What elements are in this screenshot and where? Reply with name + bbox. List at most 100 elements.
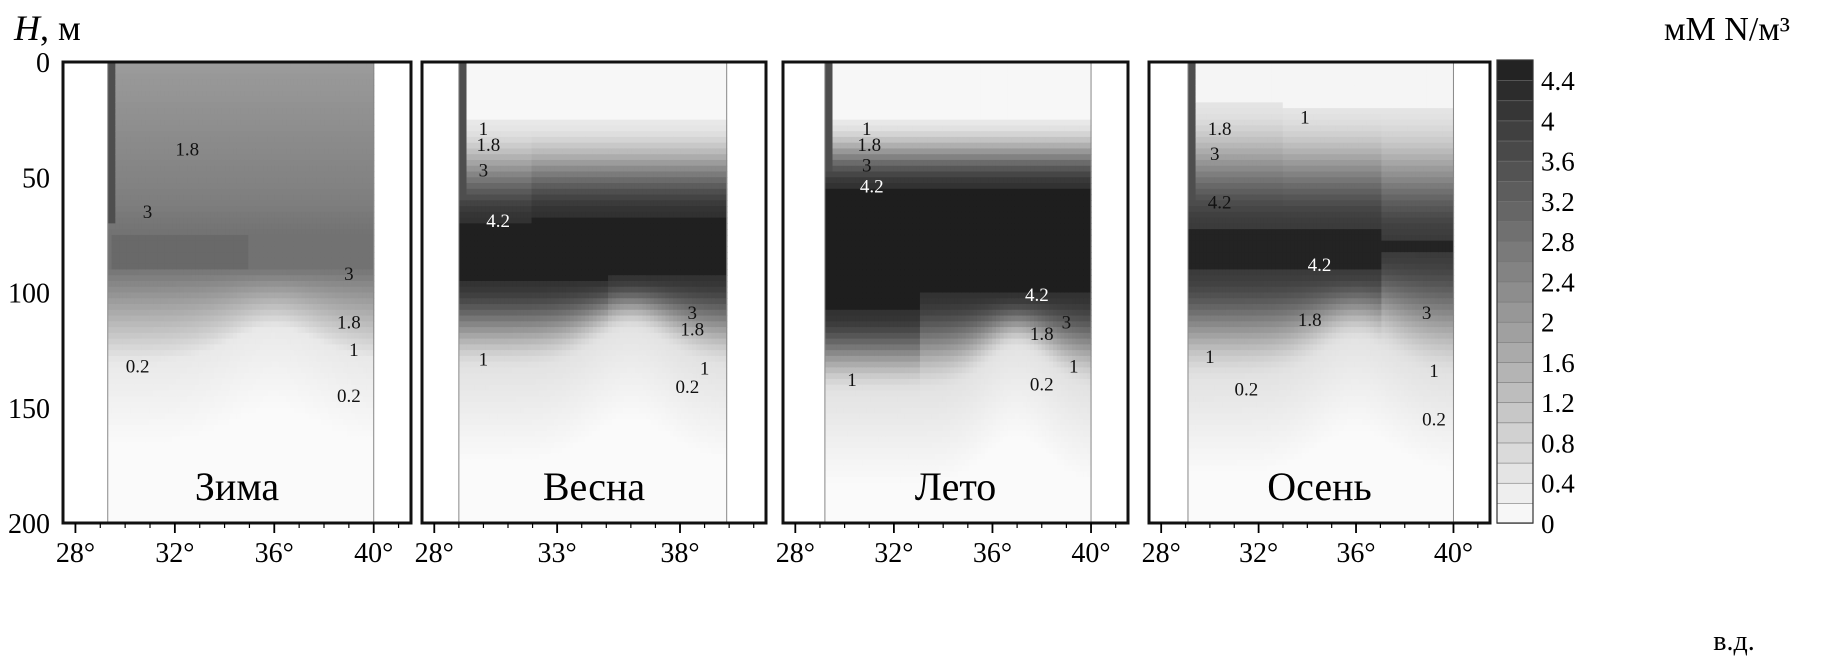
x-axis-unit-label: в.д. (1713, 626, 1754, 657)
x-tick-label: 40° (1434, 538, 1473, 569)
x-tick-label: 40° (1071, 538, 1110, 569)
colorbar-band (1496, 321, 1534, 343)
contour-label: 1.8 (680, 319, 704, 340)
contour-label: 3 (479, 160, 489, 181)
colorbar-frame (1496, 59, 1534, 524)
contour-label: 3 (1422, 303, 1432, 324)
contour-label: 0.2 (337, 386, 361, 407)
contour-label: 1.8 (1208, 119, 1232, 140)
contour-label: 3 (1210, 144, 1220, 165)
panel-title: Зима (195, 464, 279, 509)
contour-label: 1.8 (175, 140, 199, 161)
x-tick-label: 28° (776, 538, 815, 569)
contour-label: 1 (1069, 356, 1079, 377)
x-tick-label: 36° (973, 538, 1012, 569)
colorbar-tick-label: 1.2 (1541, 388, 1575, 418)
colorbar-tick-label: 3.2 (1541, 187, 1575, 217)
x-tick-label: 28° (1142, 538, 1181, 569)
contour-label: 3 (688, 303, 698, 324)
colorbar-band (1496, 260, 1534, 283)
colorbar-unit-label: мМ N/м³ (1664, 11, 1790, 48)
colorbar-band (1496, 381, 1534, 404)
contour-label: 1 (1429, 361, 1439, 382)
colorbar-tick-label: 0.8 (1541, 428, 1575, 458)
colorbar-tick-label: 0.4 (1541, 469, 1575, 499)
colorbar-tick-label: 4.4 (1541, 66, 1575, 96)
contour-label: 4.2 (860, 176, 884, 197)
x-tick-label: 28° (415, 538, 454, 569)
contour-label: 0.2 (1235, 379, 1259, 400)
contour-label: 1 (349, 340, 359, 361)
y-axis-variable: H (13, 8, 42, 48)
colorbar-band (1496, 140, 1534, 162)
colorbar-band (1496, 180, 1534, 202)
colorbar-band (1496, 482, 1534, 504)
concentration-field (63, 62, 411, 523)
panel-frame (61, 60, 413, 525)
contour-label: 4.2 (486, 211, 510, 232)
colorbar-band (1496, 422, 1534, 444)
y-tick-label: 0 (36, 48, 50, 79)
contour-label: 1 (479, 119, 489, 140)
contour-label: 1.8 (857, 135, 881, 156)
colorbar-band (1496, 220, 1534, 242)
contour-label: 4.2 (1208, 193, 1232, 214)
svg-text:H, м: H, м (13, 8, 81, 48)
x-tick-label: 40° (354, 538, 393, 569)
panel-title: Осень (1267, 464, 1372, 509)
y-axis-label: H, м (13, 8, 81, 48)
colorbar-band (1496, 59, 1534, 81)
colorbar-tick-label: 2 (1541, 308, 1555, 338)
colorbar-tick-label: 4 (1541, 106, 1555, 136)
panel-1: 1.8 3 3 1.8 1 0.2 0.2 Зима 28° 32° 36° 40° (56, 60, 413, 569)
contour-label: 3 (862, 156, 872, 177)
contour-label: 0.2 (1030, 375, 1054, 396)
colorbar-tick-label: 2.8 (1541, 227, 1575, 257)
colorbar-tick-label: 3.6 (1541, 147, 1575, 177)
x-tick-label: 28° (56, 538, 95, 569)
concentration-field (422, 62, 766, 523)
x-tick-label: 36° (1336, 538, 1375, 569)
y-tick-label: 150 (8, 394, 50, 425)
colorbar-tick-label: 0 (1541, 509, 1555, 539)
panel-title: Весна (543, 464, 646, 509)
colorbar-band (1496, 160, 1534, 182)
colorbar-band (1496, 502, 1534, 524)
x-tick-label: 33° (538, 538, 577, 569)
colorbar: 0 0.4 0.8 1.2 1.6 2 2.4 2.8 3.2 3.6 4 4.4 (1496, 59, 1575, 539)
concentration-field (1149, 62, 1490, 523)
colorbar-band (1496, 301, 1534, 323)
x-tick-label: 32° (155, 538, 194, 569)
contour-label: 4.2 (1025, 285, 1049, 306)
contour-label: 0.2 (126, 356, 150, 377)
panel-frame (781, 60, 1130, 525)
colorbar-band (1496, 462, 1534, 484)
panel-frame (1147, 60, 1492, 525)
contour-label: 1 (847, 370, 857, 391)
contour-label: 4.2 (1308, 255, 1332, 276)
contour-label: 1 (1300, 107, 1310, 128)
colorbar-band (1496, 200, 1534, 222)
contour-label: 1.8 (1298, 310, 1322, 331)
contour-label: 1 (862, 119, 872, 140)
concentration-field (783, 62, 1128, 523)
colorbar-band (1496, 361, 1534, 383)
y-tick-label: 200 (8, 509, 50, 540)
contour-label: 0.2 (1422, 409, 1446, 430)
contour-label: 1 (700, 359, 710, 380)
contour-label: 1 (1205, 347, 1215, 368)
colorbar-tick-label: 1.6 (1541, 348, 1575, 378)
colorbar-band (1496, 341, 1534, 363)
y-axis-unit: , м (40, 8, 81, 48)
x-tick-label: 36° (255, 538, 294, 569)
contour-label: 1 (479, 349, 489, 370)
contour-label: 3 (1062, 312, 1072, 333)
colorbar-band (1496, 79, 1534, 102)
colorbar-band (1496, 99, 1534, 122)
panel-title: Лето (915, 464, 997, 509)
colorbar-band (1496, 281, 1534, 303)
colorbar-band (1496, 442, 1534, 464)
contour-label: 1.8 (337, 312, 361, 333)
